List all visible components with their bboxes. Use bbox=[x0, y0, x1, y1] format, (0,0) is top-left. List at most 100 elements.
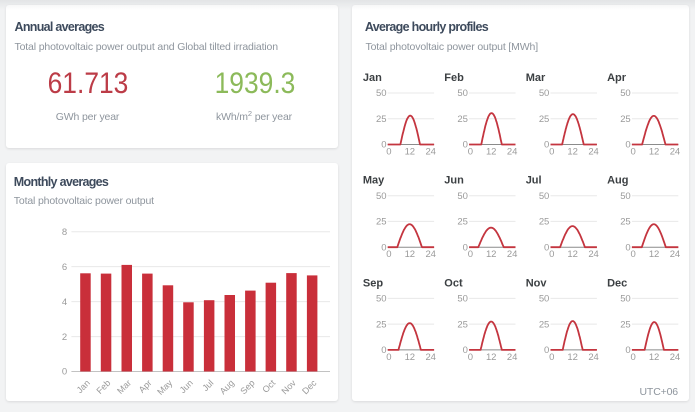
svg-text:50: 50 bbox=[539, 191, 549, 202]
svg-text:0: 0 bbox=[386, 146, 391, 157]
svg-text:25: 25 bbox=[539, 217, 549, 228]
svg-text:0: 0 bbox=[62, 367, 67, 378]
svg-text:0: 0 bbox=[631, 352, 636, 363]
svg-text:25: 25 bbox=[457, 319, 467, 330]
svg-text:May: May bbox=[155, 377, 174, 396]
svg-text:0: 0 bbox=[381, 140, 386, 151]
svg-text:Jul: Jul bbox=[200, 378, 215, 393]
svg-text:Sep: Sep bbox=[238, 378, 256, 396]
svg-text:50: 50 bbox=[457, 294, 467, 305]
svg-text:0: 0 bbox=[463, 242, 468, 253]
svg-text:25: 25 bbox=[457, 217, 467, 228]
svg-text:0: 0 bbox=[544, 140, 549, 151]
svg-text:4: 4 bbox=[62, 297, 67, 308]
svg-text:0: 0 bbox=[386, 249, 391, 260]
svg-text:0: 0 bbox=[468, 352, 473, 363]
svg-text:24: 24 bbox=[426, 249, 436, 260]
svg-text:0: 0 bbox=[549, 352, 554, 363]
svg-text:25: 25 bbox=[539, 319, 549, 330]
svg-text:Jul: Jul bbox=[526, 175, 542, 187]
svg-text:50: 50 bbox=[539, 88, 549, 99]
svg-text:0: 0 bbox=[549, 146, 554, 157]
svg-text:2: 2 bbox=[62, 332, 67, 343]
svg-text:50: 50 bbox=[539, 294, 549, 305]
svg-text:12: 12 bbox=[649, 249, 659, 260]
svg-text:50: 50 bbox=[620, 294, 630, 305]
svg-text:0: 0 bbox=[463, 140, 468, 151]
svg-text:Apr: Apr bbox=[137, 378, 154, 395]
svg-text:12: 12 bbox=[486, 352, 496, 363]
svg-text:Feb: Feb bbox=[444, 72, 464, 84]
svg-text:0: 0 bbox=[544, 345, 549, 356]
svg-text:Jun: Jun bbox=[178, 378, 195, 395]
svg-text:12: 12 bbox=[405, 352, 415, 363]
svg-text:12: 12 bbox=[405, 146, 415, 157]
svg-text:50: 50 bbox=[376, 88, 386, 99]
svg-text:Jan: Jan bbox=[363, 72, 382, 84]
svg-text:25: 25 bbox=[376, 114, 386, 125]
svg-text:12: 12 bbox=[567, 249, 577, 260]
svg-text:50: 50 bbox=[620, 88, 630, 99]
svg-text:50: 50 bbox=[376, 191, 386, 202]
svg-text:0: 0 bbox=[544, 242, 549, 253]
svg-text:12: 12 bbox=[567, 146, 577, 157]
svg-text:0: 0 bbox=[631, 146, 636, 157]
svg-text:Oct: Oct bbox=[444, 277, 463, 289]
svg-text:25: 25 bbox=[457, 114, 467, 125]
svg-text:12: 12 bbox=[649, 146, 659, 157]
svg-text:24: 24 bbox=[507, 352, 517, 363]
svg-text:12: 12 bbox=[649, 352, 659, 363]
svg-text:0: 0 bbox=[631, 249, 636, 260]
svg-text:6: 6 bbox=[62, 262, 67, 273]
svg-text:25: 25 bbox=[376, 217, 386, 228]
svg-text:50: 50 bbox=[457, 191, 467, 202]
svg-text:Sep: Sep bbox=[363, 277, 383, 289]
svg-text:50: 50 bbox=[457, 88, 467, 99]
svg-text:Mar: Mar bbox=[526, 72, 546, 84]
svg-text:Aug: Aug bbox=[607, 175, 628, 187]
svg-text:Mar: Mar bbox=[115, 378, 133, 396]
svg-text:24: 24 bbox=[426, 352, 436, 363]
svg-text:0: 0 bbox=[625, 345, 630, 356]
svg-text:50: 50 bbox=[376, 294, 386, 305]
svg-text:0: 0 bbox=[386, 352, 391, 363]
svg-text:0: 0 bbox=[463, 345, 468, 356]
svg-text:Apr: Apr bbox=[607, 72, 627, 84]
svg-text:0: 0 bbox=[549, 249, 554, 260]
svg-text:12: 12 bbox=[405, 249, 415, 260]
svg-text:12: 12 bbox=[486, 146, 496, 157]
svg-text:24: 24 bbox=[670, 146, 680, 157]
svg-text:0: 0 bbox=[468, 249, 473, 260]
svg-text:25: 25 bbox=[620, 217, 630, 228]
svg-text:24: 24 bbox=[670, 352, 680, 363]
svg-text:Dec: Dec bbox=[300, 377, 319, 396]
svg-text:50: 50 bbox=[620, 191, 630, 202]
svg-text:24: 24 bbox=[588, 146, 598, 157]
svg-text:0: 0 bbox=[381, 345, 386, 356]
svg-text:12: 12 bbox=[486, 249, 496, 260]
svg-text:Aug: Aug bbox=[218, 378, 236, 396]
svg-text:Jun: Jun bbox=[444, 175, 464, 187]
svg-text:Oct: Oct bbox=[260, 378, 277, 395]
svg-text:Jan: Jan bbox=[75, 378, 92, 395]
svg-text:24: 24 bbox=[670, 249, 680, 260]
svg-text:25: 25 bbox=[620, 319, 630, 330]
svg-text:0: 0 bbox=[625, 140, 630, 151]
svg-text:0: 0 bbox=[381, 242, 386, 253]
svg-text:25: 25 bbox=[620, 114, 630, 125]
svg-text:0: 0 bbox=[625, 242, 630, 253]
svg-text:24: 24 bbox=[426, 146, 436, 157]
svg-text:0: 0 bbox=[468, 146, 473, 157]
svg-text:8: 8 bbox=[62, 227, 67, 238]
svg-text:24: 24 bbox=[588, 352, 598, 363]
svg-text:25: 25 bbox=[376, 319, 386, 330]
svg-text:Nov: Nov bbox=[280, 377, 299, 396]
svg-text:12: 12 bbox=[567, 352, 577, 363]
svg-text:24: 24 bbox=[507, 249, 517, 260]
svg-text:25: 25 bbox=[539, 114, 549, 125]
svg-text:24: 24 bbox=[588, 249, 598, 260]
svg-text:Nov: Nov bbox=[526, 277, 548, 289]
svg-text:Dec: Dec bbox=[607, 277, 627, 289]
svg-text:Feb: Feb bbox=[94, 378, 112, 396]
svg-text:24: 24 bbox=[507, 146, 517, 157]
